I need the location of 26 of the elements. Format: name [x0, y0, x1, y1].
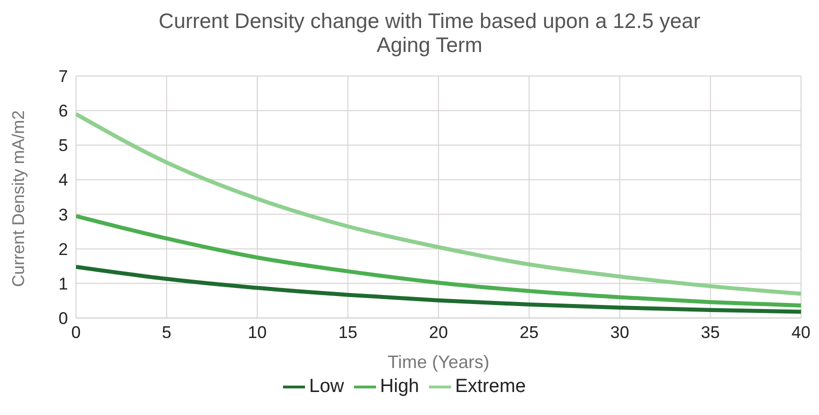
y-tick-label: 2	[58, 240, 68, 259]
x-tick-label: 0	[71, 323, 81, 342]
legend-label: Low	[309, 376, 344, 397]
x-tick-label: 35	[700, 323, 720, 342]
x-tick-label: 25	[520, 323, 539, 342]
x-tick-label: 10	[248, 323, 267, 342]
y-tick-label: 4	[58, 170, 68, 190]
legend-label: High	[380, 376, 420, 397]
line-series	[76, 214, 801, 308]
x-tick-label: 30	[610, 323, 630, 342]
y-tick-label: 1	[58, 274, 68, 294]
x-tick-label: 20	[429, 323, 448, 342]
y-tick-label: 3	[58, 205, 68, 224]
y-tick-label: 0	[58, 309, 68, 328]
chart-title: Current Density change with Time based upon a 12.5 year Aging Term	[158, 9, 702, 58]
x-tick-label: 5	[162, 323, 172, 342]
legend-label: Extreme	[455, 376, 526, 397]
x-tick-label: 15	[338, 323, 358, 342]
y-tick-label: 7	[58, 67, 68, 86]
x-axis-title: Time (Years)	[388, 352, 490, 372]
line-series	[76, 264, 801, 314]
y-tick-label: 6	[58, 102, 68, 121]
line-series	[76, 112, 801, 296]
y-tick-label: 5	[58, 136, 68, 156]
y-axis-title: Current Density mA/m2	[9, 110, 28, 287]
x-tick-label: 40	[792, 323, 810, 342]
